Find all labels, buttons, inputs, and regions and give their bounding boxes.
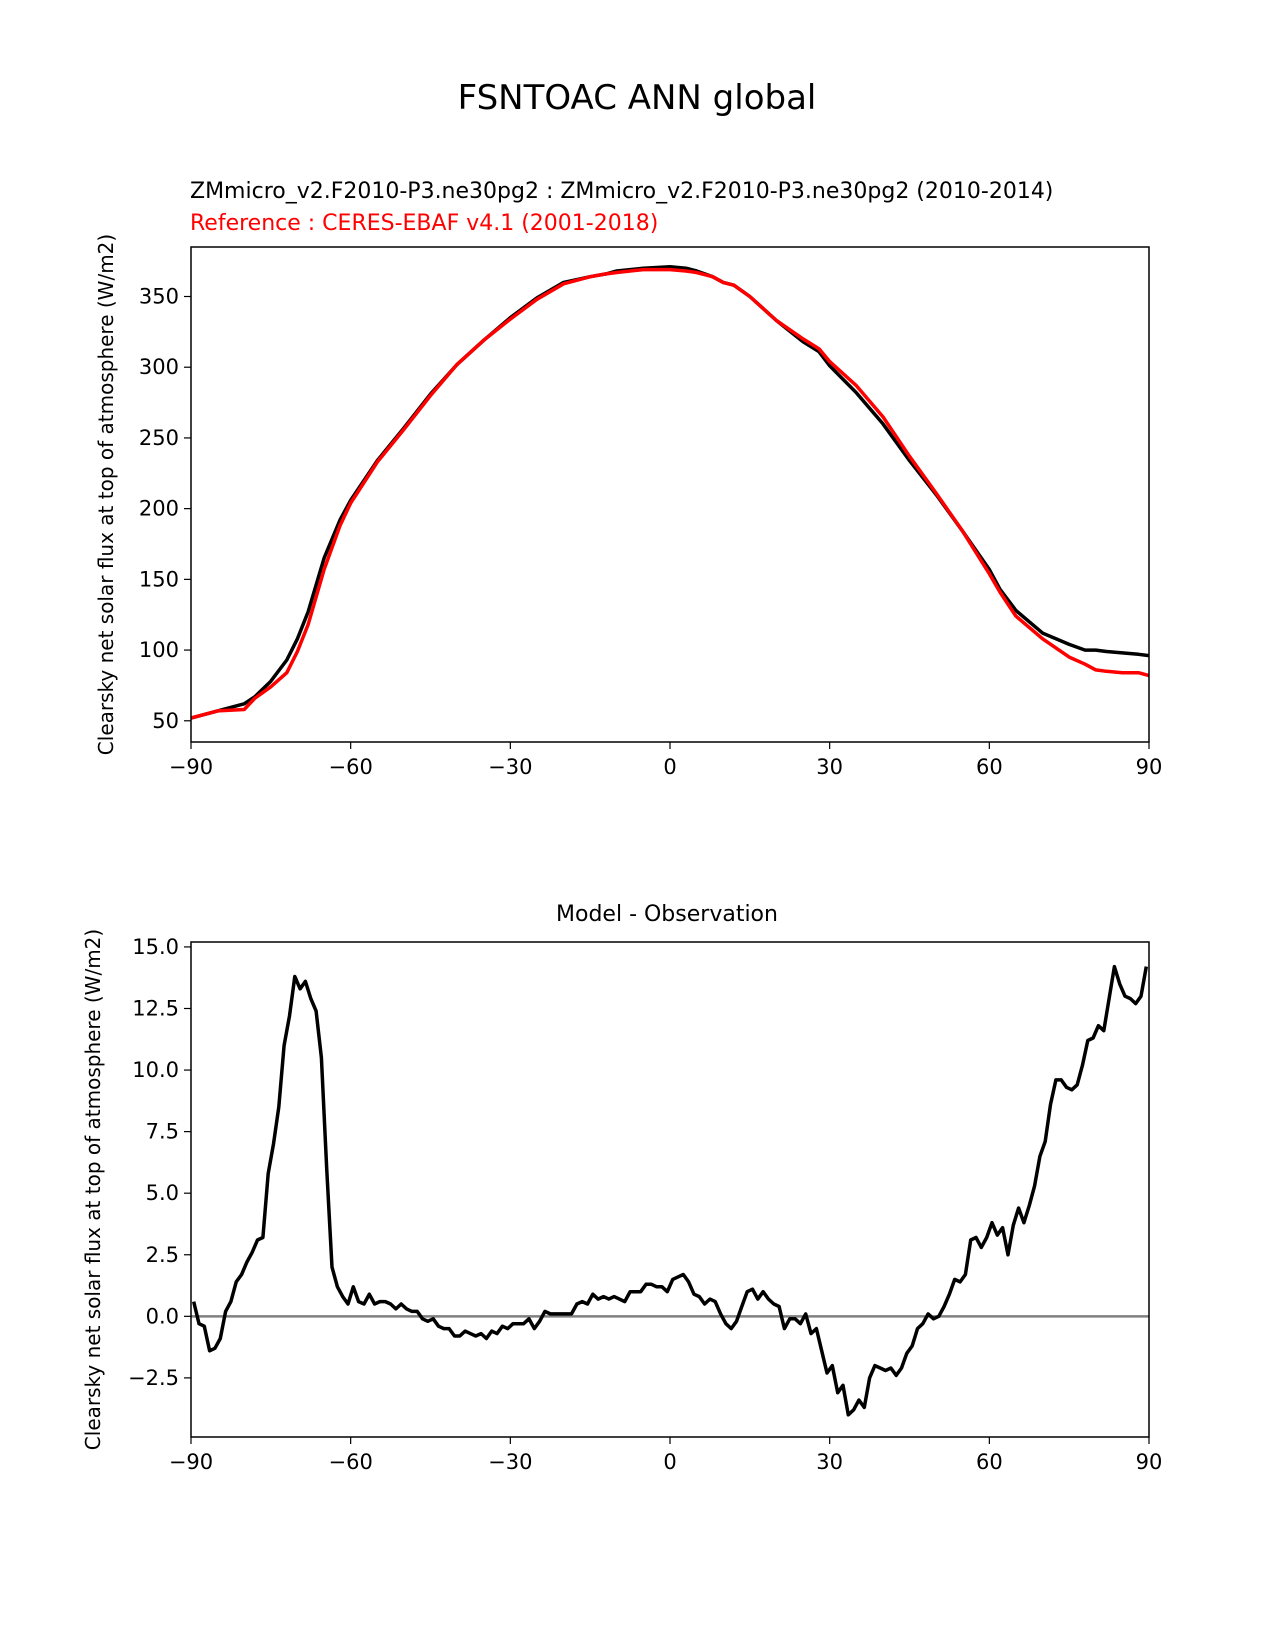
x-tick-label: 30 <box>816 1450 843 1474</box>
x-tick-label: −90 <box>169 1450 213 1474</box>
y-tick-label: 300 <box>139 355 179 379</box>
y-axis-label: Clearsky net solar flux at top of atmosp… <box>94 234 118 755</box>
y-axis-label: Clearsky net solar flux at top of atmosp… <box>81 929 105 1450</box>
y-tick-label: 0.0 <box>146 1304 179 1328</box>
y-tick-label: 100 <box>139 638 179 662</box>
y-tick-label: 5.0 <box>146 1181 179 1205</box>
bottom-chart-title: Model - Observation <box>556 902 778 927</box>
x-tick-label: −30 <box>488 755 532 779</box>
x-tick-label: 60 <box>976 1450 1003 1474</box>
y-tick-label: 12.5 <box>132 996 179 1020</box>
bottom-chart-panel: −90 −60 −30 0 30 60 90 −2.5 0.0 2.5 5.0 7.5 10.0 12.5… <box>81 929 1162 1474</box>
y-tick-label: 150 <box>139 567 179 591</box>
x-tick-label: 60 <box>976 755 1003 779</box>
x-tick-label: 30 <box>816 755 843 779</box>
x-tick-label: 0 <box>663 755 676 779</box>
model-series-line <box>191 964 1149 1417</box>
y-tick-label: −2.5 <box>128 1366 179 1390</box>
y-tick-label: 7.5 <box>146 1120 179 1144</box>
top-chart-reference-label: Reference : CERES-EBAF v4.1 (2001-2018) <box>190 211 658 236</box>
top-chart-panel: −90 −60 −30 0 30 60 90 50 100 150 200 250 300 350 Clea… <box>94 234 1162 779</box>
x-tick-label: −30 <box>488 1450 532 1474</box>
reference-series-line <box>191 267 1149 720</box>
x-tick-label: 90 <box>1136 755 1163 779</box>
y-tick-label: 2.5 <box>146 1243 179 1267</box>
plot-frame <box>190 941 1150 1438</box>
model-series-line <box>191 265 1149 720</box>
figure-title: FSNTOAC ANN global <box>458 78 817 118</box>
x-tick-label: −90 <box>169 755 213 779</box>
y-tick-label: 250 <box>139 426 179 450</box>
y-tick-label: 50 <box>152 709 179 733</box>
y-tick-label: 10.0 <box>132 1058 179 1082</box>
x-tick-label: 90 <box>1136 1450 1163 1474</box>
top-chart-title: ZMmicro_v2.F2010-P3.ne30pg2 : ZMmicro_v2… <box>190 179 1053 204</box>
plot-frame <box>190 246 1150 743</box>
x-tick-label: −60 <box>329 755 373 779</box>
x-tick-label: 0 <box>663 1450 676 1474</box>
y-tick-label: 15.0 <box>132 935 179 959</box>
y-tick-label: 350 <box>139 285 179 309</box>
y-tick-label: 200 <box>139 497 179 521</box>
x-tick-label: −60 <box>329 1450 373 1474</box>
